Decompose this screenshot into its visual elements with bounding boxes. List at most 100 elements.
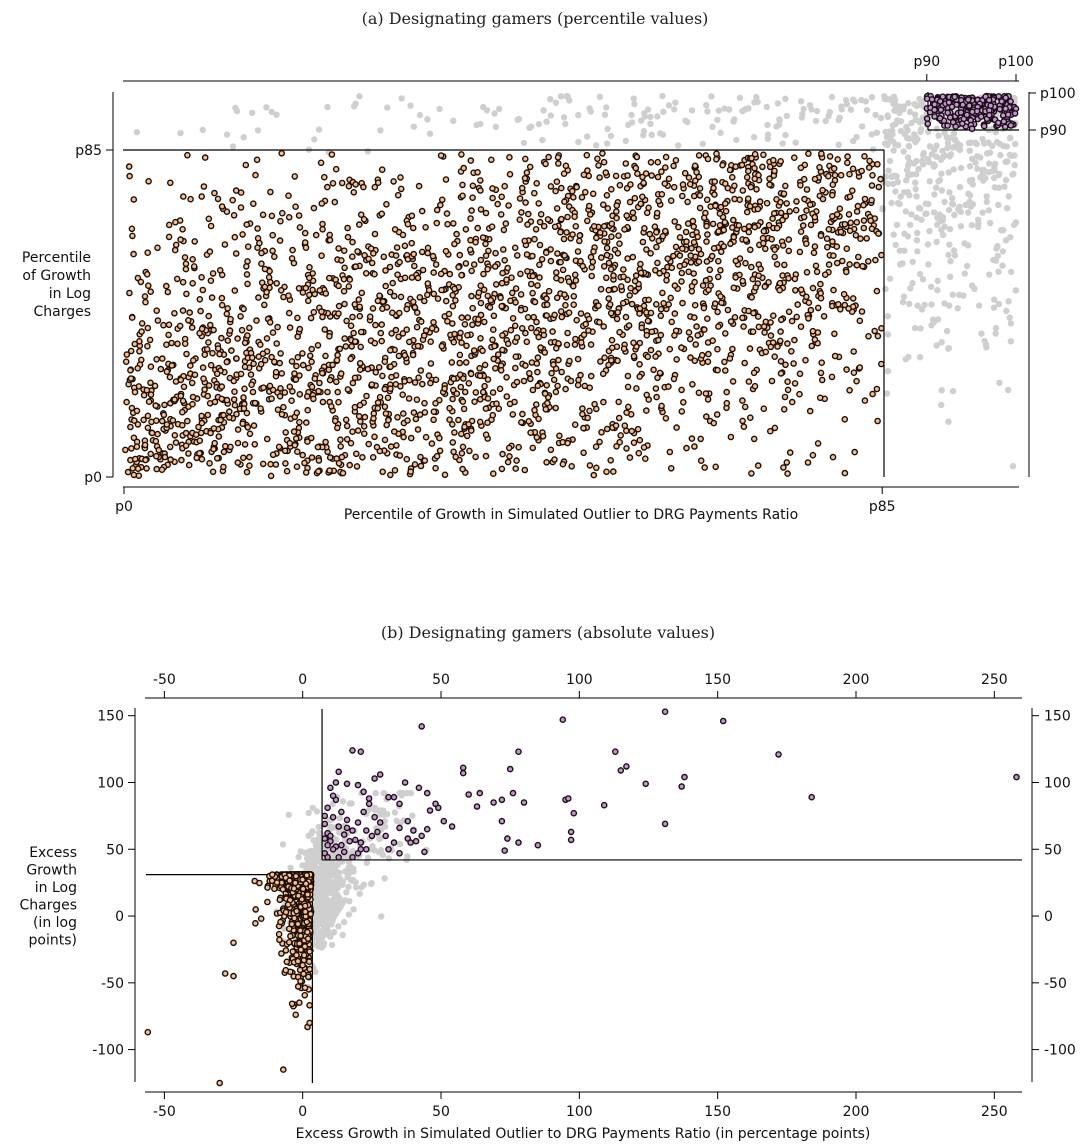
- control-point: [367, 245, 375, 252]
- point: [377, 127, 384, 134]
- point: [935, 132, 942, 139]
- control-point: [360, 215, 368, 223]
- point: [910, 160, 918, 167]
- control-point: [318, 252, 325, 259]
- control-point: [645, 296, 653, 304]
- control-point: [751, 382, 759, 390]
- point: [526, 124, 533, 131]
- control-point: [572, 277, 580, 284]
- control-point: [430, 416, 437, 424]
- control-point: [805, 315, 812, 322]
- control-point: [359, 453, 366, 461]
- control-point: [348, 253, 356, 261]
- point: [912, 186, 919, 193]
- control-point: [655, 237, 663, 245]
- point: [926, 178, 933, 185]
- control-point: [269, 247, 276, 255]
- panel-b-control-points: [144, 871, 315, 1087]
- point: [828, 93, 836, 101]
- control-point: [480, 270, 487, 278]
- control-point: [721, 358, 728, 366]
- point: [954, 305, 961, 312]
- point: [1011, 162, 1018, 169]
- gamer-point: [931, 101, 938, 108]
- control-point: [214, 195, 222, 203]
- control-point: [288, 397, 295, 405]
- point: [881, 93, 888, 100]
- control-point: [218, 395, 225, 403]
- control-point: [662, 414, 670, 422]
- control-point: [710, 419, 718, 427]
- control-point: [233, 410, 240, 418]
- control-point: [866, 157, 873, 165]
- control-point: [290, 428, 298, 435]
- control-point: [571, 271, 579, 279]
- control-point: [267, 460, 274, 468]
- control-point: [393, 442, 400, 449]
- control-point: [176, 322, 184, 330]
- control-point: [656, 269, 663, 277]
- control-point: [629, 209, 637, 216]
- point: [946, 241, 953, 248]
- control-point: [711, 178, 719, 185]
- control-point: [198, 193, 205, 200]
- point: [913, 237, 921, 244]
- point: [904, 154, 912, 161]
- control-point: [275, 930, 283, 938]
- control-point: [427, 360, 435, 367]
- control-point: [422, 327, 430, 334]
- point: [333, 836, 340, 843]
- control-point: [582, 320, 590, 328]
- control-point: [401, 274, 409, 282]
- control-point: [233, 355, 240, 362]
- control-point: [844, 153, 851, 160]
- control-point: [292, 1011, 300, 1019]
- control-point: [654, 259, 661, 267]
- point: [968, 155, 976, 163]
- control-point: [291, 441, 299, 449]
- control-point: [516, 216, 524, 223]
- control-point: [328, 151, 336, 158]
- control-point: [229, 196, 236, 204]
- control-point: [600, 222, 608, 230]
- control-point: [780, 464, 787, 471]
- control-point: [421, 399, 428, 407]
- control-point: [133, 443, 141, 451]
- control-point: [803, 207, 810, 214]
- control-point: [512, 364, 519, 372]
- control-point: [386, 288, 394, 296]
- point: [990, 304, 998, 311]
- point: [877, 114, 885, 122]
- control-point: [171, 431, 179, 439]
- control-point: [137, 278, 145, 286]
- point: [347, 863, 354, 870]
- control-point: [589, 190, 597, 198]
- point: [896, 247, 904, 254]
- point: [899, 260, 906, 267]
- control-point: [401, 242, 409, 250]
- control-point: [391, 226, 399, 233]
- control-point: [348, 343, 356, 350]
- control-point: [860, 224, 868, 232]
- control-point: [352, 263, 359, 270]
- control-point: [693, 323, 700, 330]
- control-point: [745, 167, 752, 175]
- control-point: [246, 430, 254, 438]
- control-point: [349, 313, 356, 321]
- control-point: [730, 233, 738, 241]
- control-point: [158, 355, 166, 362]
- point: [985, 207, 992, 214]
- control-point: [456, 351, 464, 359]
- control-point: [608, 357, 615, 364]
- control-point: [853, 261, 861, 269]
- control-point: [443, 210, 451, 217]
- control-point: [199, 286, 207, 294]
- control-point: [127, 366, 134, 374]
- control-point: [153, 465, 160, 473]
- control-point: [740, 323, 747, 330]
- point: [939, 217, 947, 224]
- control-point: [190, 263, 198, 270]
- control-point: [547, 183, 555, 190]
- control-point: [347, 322, 355, 330]
- point: [797, 98, 805, 105]
